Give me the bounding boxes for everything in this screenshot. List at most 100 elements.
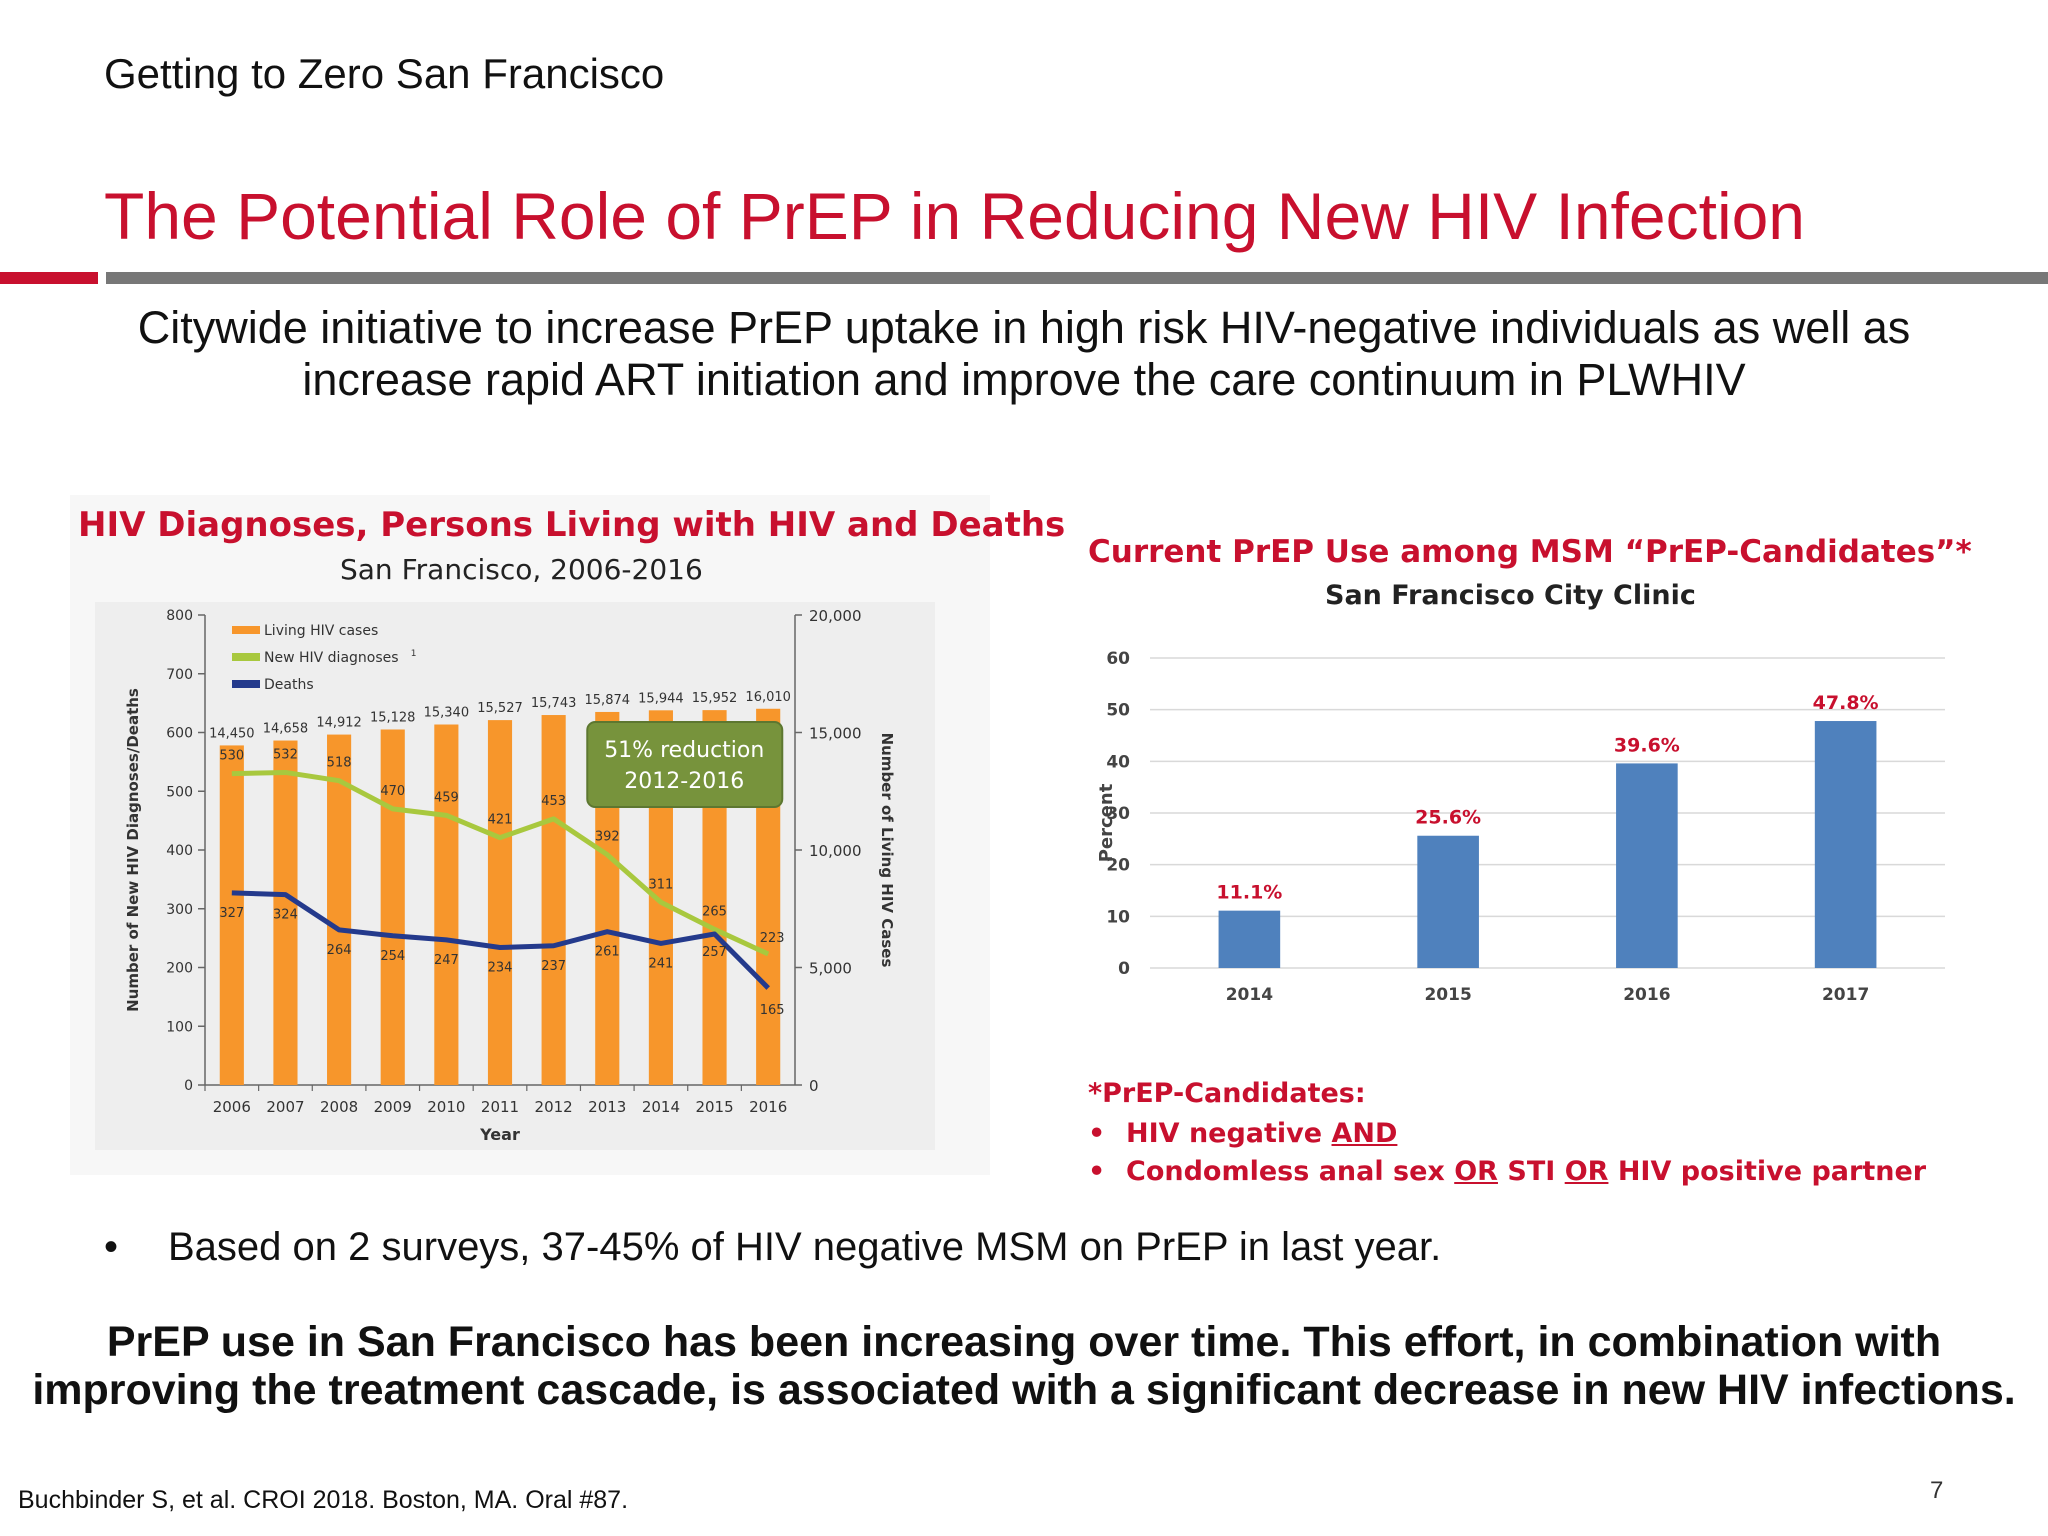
x-tick-label: 2011 (481, 1098, 519, 1116)
hiv-trends-chart-subtitle: San Francisco, 2006-2016 (340, 553, 703, 586)
footnote-emphasis: OR (1454, 1156, 1498, 1187)
x-tick-label: 2008 (320, 1098, 358, 1116)
living-cases-label: 16,010 (745, 690, 791, 705)
new-diagnoses-line (231, 769, 770, 957)
y2-tick-label: 10,000 (809, 842, 862, 860)
y-tick-label: 10 (1106, 907, 1130, 927)
x-tick-label: 2007 (266, 1098, 304, 1116)
legend-swatch (232, 653, 260, 661)
deaths-point-label: 261 (595, 945, 620, 960)
living-cases-label: 15,944 (638, 691, 684, 706)
living-cases-label: 14,658 (263, 722, 309, 737)
living-cases-label: 15,527 (477, 701, 523, 716)
y-tick-label: 800 (166, 608, 193, 624)
y-tick-label: 100 (166, 1019, 193, 1035)
prep-use-chart-subtitle: San Francisco City Clinic (1325, 580, 1696, 611)
legend-swatch (232, 626, 260, 634)
x-tick-label: 2009 (374, 1098, 412, 1116)
prep-use-chart-title: Current PrEP Use among MSM “PrEP-Candida… (1088, 534, 1972, 570)
y2-axis-title: Number of Living HIV Cases (878, 733, 896, 968)
y-tick-label: 600 (166, 726, 193, 742)
y-axis-title: Percent (1096, 783, 1117, 862)
legend-swatch (232, 680, 260, 688)
new-diagnoses-point-label: 532 (273, 747, 298, 762)
x-tick-label: 2012 (535, 1098, 573, 1116)
prep-use-bar (1814, 721, 1877, 968)
new-diagnoses-point-label: 453 (541, 794, 566, 809)
living-cases-label: 15,743 (531, 696, 577, 711)
survey-bullet: • Based on 2 surveys, 37-45% of HIV negat… (104, 1225, 1441, 1270)
y-tick-label: 60 (1106, 649, 1130, 669)
deaths-point-label: 327 (219, 906, 244, 921)
x-tick-label: 2010 (427, 1098, 465, 1116)
footnote-item: • HIV negative AND (1088, 1118, 1398, 1149)
y-tick-label: 50 (1106, 701, 1130, 721)
x-axis-title: Year (479, 1125, 520, 1144)
x-tick-label: 2015 (1424, 985, 1471, 1005)
footnote-text: STI (1497, 1156, 1565, 1187)
living-cases-bar (487, 720, 513, 1085)
x-tick-label: 2017 (1822, 985, 1869, 1005)
x-tick-label: 2006 (213, 1098, 251, 1116)
y-tick-label: 0 (1118, 959, 1130, 979)
y-tick-label: 500 (166, 784, 193, 800)
citation: Buchbinder S, et al. CROI 2018. Boston, … (18, 1486, 629, 1514)
prep-use-bar-label: 25.6% (1415, 807, 1481, 829)
reduction-callout-line1: 51% reduction (604, 738, 764, 763)
y-tick-label: 400 (166, 843, 193, 859)
prep-use-bar-label: 39.6% (1614, 734, 1680, 756)
deaths-line (231, 890, 770, 990)
legend-label-suffix: 1 (411, 649, 417, 659)
y-tick-label: 30 (1106, 804, 1130, 824)
living-cases-bar (434, 724, 459, 1085)
deaths-point-label: 264 (327, 943, 352, 958)
slide-title: The Potential Role of PrEP in Reducing N… (104, 179, 1806, 253)
footnote-text: HIV positive partner (1608, 1156, 1927, 1187)
slide-subtitle: Citywide initiative to increase PrEP upt… (137, 302, 1911, 405)
footnote-heading: *PrEP-Candidates: (1088, 1078, 1366, 1109)
hiv-trends-chart: 0 100 200 300 400 500 600 700 800 0 5,000 10,000 15,… (124, 607, 896, 1144)
bullet-marker: • (104, 1225, 119, 1269)
living-cases-label: 15,340 (424, 706, 470, 721)
title-rule (106, 272, 2048, 284)
x-tick-label: 2013 (588, 1098, 626, 1116)
y-tick-label: 200 (166, 961, 193, 977)
footnote-emphasis: OR (1564, 1156, 1609, 1187)
legend-label: Deaths (264, 677, 314, 693)
living-cases-bar (541, 715, 566, 1085)
y2-tick-label: 15,000 (809, 725, 862, 743)
deaths-point-label: 237 (541, 959, 566, 974)
organization-header: Getting to Zero San Francisco (104, 50, 665, 97)
prep-use-bar (1417, 835, 1479, 968)
footnote-item: • Condomless anal sex OR STI OR HIV posit… (1088, 1156, 1927, 1187)
y-tick-label: 40 (1106, 752, 1130, 772)
deaths-point-label: 234 (488, 961, 513, 976)
x-tick-label: 2015 (695, 1098, 733, 1116)
new-diagnoses-point-label: 518 (327, 756, 352, 771)
new-diagnoses-point-label: 265 (702, 904, 727, 919)
y2-tick-label: 5,000 (809, 960, 852, 978)
y-axis-title: Number of New HIV Diagnoses/Deaths (124, 688, 142, 1012)
deaths-point-label: 241 (648, 956, 673, 971)
y2-tick-label: 20,000 (809, 607, 862, 625)
new-diagnoses-point-label: 530 (219, 749, 244, 764)
y-tick-label: 700 (166, 667, 193, 683)
prep-use-bar (1218, 910, 1281, 968)
living-cases-label: 15,128 (370, 710, 416, 725)
living-cases-bar (219, 745, 244, 1085)
new-diagnoses-point-label: 421 (488, 813, 513, 828)
x-tick-label: 2014 (642, 1098, 680, 1116)
page-number: 7 (1930, 1477, 1944, 1504)
title-rule-accent (0, 272, 98, 284)
new-diagnoses-point-label: 470 (380, 784, 405, 799)
reduction-callout (586, 721, 784, 808)
new-diagnoses-point-label: 311 (648, 877, 673, 892)
footnote-emphasis: AND (1331, 1118, 1398, 1149)
living-cases-label: 14,912 (316, 716, 362, 731)
x-tick-label: 2016 (1623, 985, 1670, 1005)
new-diagnoses-point-label: 459 (434, 790, 459, 805)
prep-use-bar-label: 47.8% (1813, 692, 1879, 714)
y-tick-label: 20 (1106, 856, 1130, 876)
conclusion-text: PrEP use in San Francisco has been incre… (32, 1318, 2016, 1414)
footnote-text: HIV negative (1126, 1118, 1332, 1149)
